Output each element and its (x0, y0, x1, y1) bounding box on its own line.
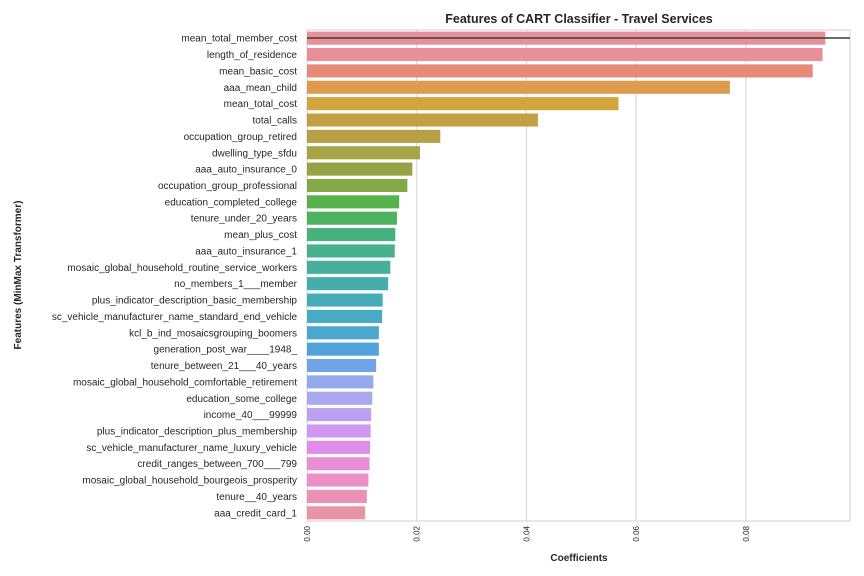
bar (307, 162, 413, 176)
bar (307, 195, 400, 209)
bar (307, 358, 377, 373)
bar (307, 129, 441, 143)
bars (307, 31, 826, 520)
category-label: tenure_between_21___40_years (151, 361, 297, 372)
bar (307, 326, 379, 340)
category-label: sc_vehicle_manufacturer_name_standard_en… (52, 312, 298, 323)
category-label: tenure_under_20_years (191, 214, 297, 225)
category-label: income_40___99999 (204, 410, 298, 421)
x-tick-label: 0.00 (303, 525, 312, 541)
category-label: aaa_credit_card_1 (214, 508, 297, 519)
category-label: length_of_residence (207, 50, 298, 61)
category-label: plus_indicator_description_plus_membersh… (97, 426, 298, 437)
bar (307, 457, 370, 471)
category-label: plus_indicator_description_basic_members… (92, 296, 298, 307)
plot-area (306, 29, 851, 522)
bar (307, 424, 371, 438)
category-label: aaa_mean_child (224, 83, 297, 94)
category-label: generation_post_war____1948_ (154, 345, 298, 356)
bar (307, 146, 420, 160)
x-axis-label: Coefficients (550, 553, 608, 564)
chart-title: Features of CART Classifier - Travel Ser… (445, 12, 713, 26)
bar (307, 277, 389, 291)
category-label: dwelling_type_sfdu (212, 148, 297, 159)
y-axis-label: Features (MinMax Transformer) (13, 201, 24, 350)
x-tick-labels: 0.00 0.02 0.04 0.06 0.08 (303, 525, 751, 541)
bar (307, 506, 366, 520)
category-label: kcl_b_ind_mosaicsgrouping_boomers (129, 328, 297, 339)
x-tick-label: 0.06 (632, 525, 641, 541)
category-label: occupation_group_retired (184, 132, 297, 143)
bar (307, 309, 383, 323)
category-label: mosaic_global_household_bourgeois_prospe… (82, 476, 297, 487)
category-label: no_members_1___member (174, 279, 298, 290)
category-label: aaa_auto_insurance_0 (195, 165, 297, 176)
bar (307, 97, 619, 111)
bar (307, 260, 391, 274)
bar (307, 113, 538, 127)
category-label: education_some_college (186, 394, 297, 405)
category-label: occupation_group_professional (158, 181, 297, 192)
bar (307, 293, 383, 307)
bar (307, 375, 374, 389)
bar (307, 211, 397, 225)
x-tick-label: 0.02 (413, 525, 422, 541)
bar (307, 473, 369, 487)
bar (307, 244, 395, 258)
category-label: mean_basic_cost (219, 66, 297, 77)
bar (307, 440, 371, 454)
bar (307, 178, 408, 193)
bar (307, 391, 373, 405)
bar (307, 342, 379, 356)
category-label: mean_total_member_cost (181, 34, 297, 45)
bar (307, 48, 823, 62)
category-label: mean_total_cost (224, 99, 298, 110)
category-label: aaa_auto_insurance_1 (195, 246, 297, 257)
category-label: mosaic_global_household_routine_service_… (67, 263, 297, 274)
category-label: mean_plus_cost (224, 230, 297, 241)
category-label: tenure__40_years (216, 492, 297, 503)
bar (307, 64, 813, 78)
category-label: sc_vehicle_manufacturer_name_luxury_vehi… (86, 443, 297, 454)
gridlines (306, 30, 747, 521)
bar (307, 228, 396, 242)
category-label: credit_ranges_between_700___799 (137, 459, 297, 470)
x-tick-label: 0.08 (742, 525, 751, 541)
category-label: total_calls (253, 116, 297, 127)
category-labels: mean_total_member_cost length_of_residenc… (52, 34, 298, 520)
x-tick-label: 0.04 (522, 525, 531, 541)
bar (307, 408, 372, 422)
category-label: education_completed_college (165, 197, 298, 208)
category-label: mosaic_global_household_comfortable_reti… (73, 377, 297, 388)
bar (307, 489, 367, 503)
bar (307, 80, 730, 94)
